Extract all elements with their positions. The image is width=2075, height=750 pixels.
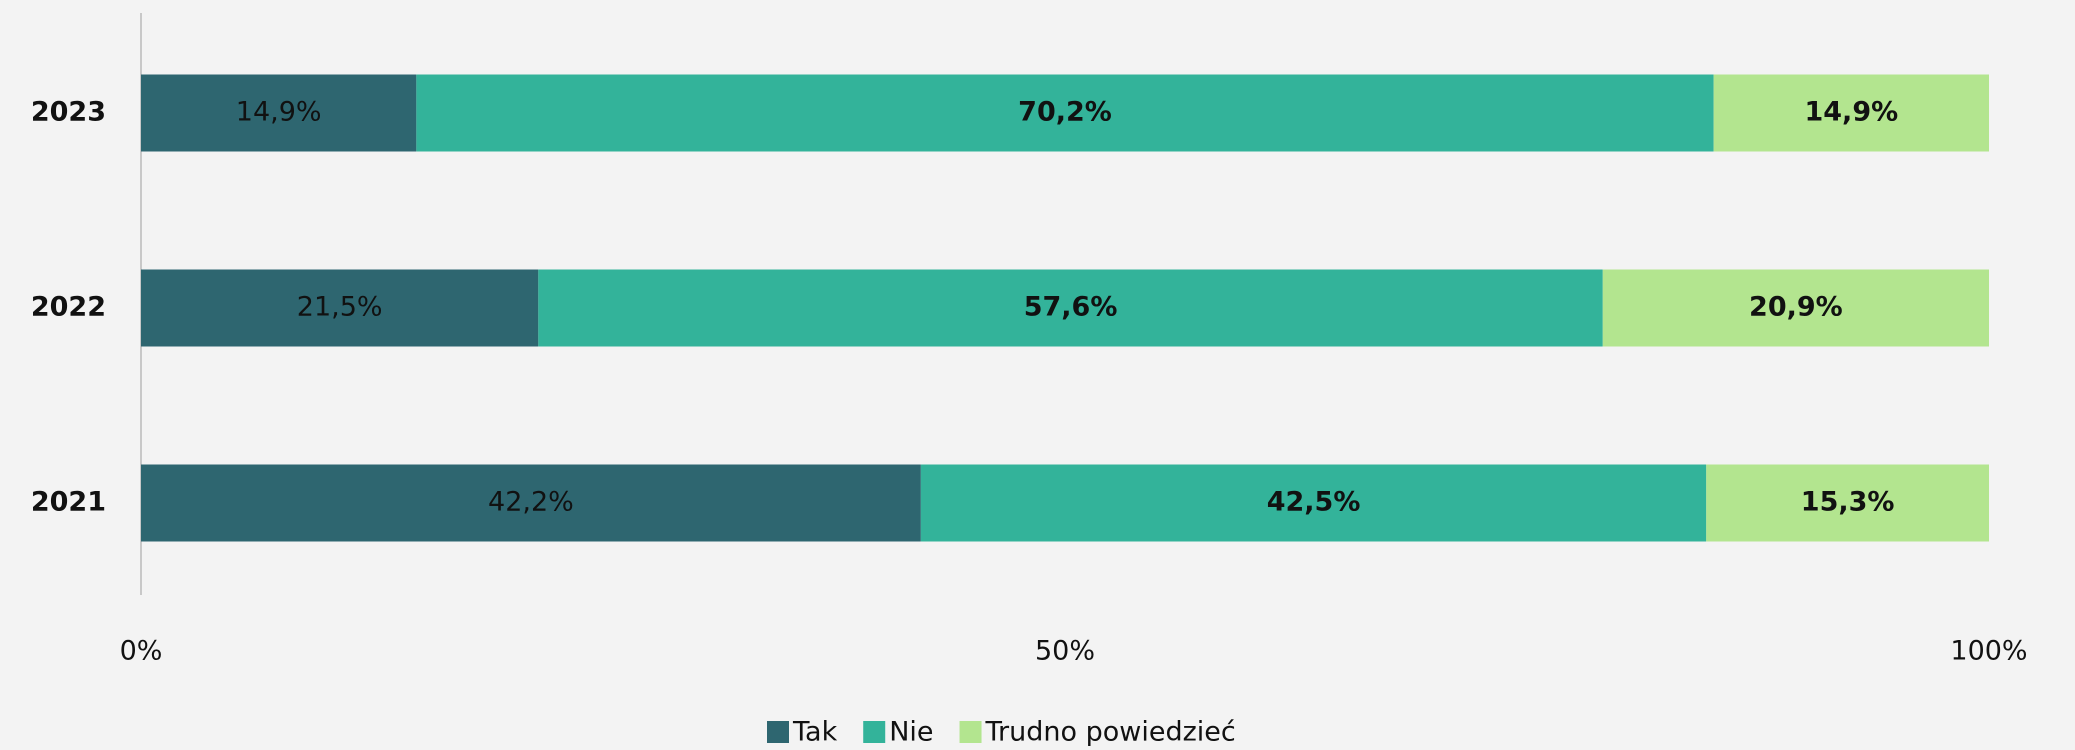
legend-swatch — [767, 721, 789, 743]
data-label: 21,5% — [297, 292, 383, 323]
legend-swatch — [959, 721, 982, 743]
legend-swatch — [863, 721, 886, 743]
data-label: 14,9% — [236, 97, 322, 128]
data-label: 20,9% — [1749, 292, 1843, 323]
data-label: 42,5% — [1267, 487, 1361, 518]
legend-label: Tak — [792, 717, 838, 748]
data-label: 70,2% — [1018, 97, 1112, 128]
legend-label: Nie — [889, 717, 933, 748]
bar-segment — [416, 74, 1714, 152]
legend-label: Trudno powiedzieć — [985, 717, 1236, 748]
category-label: 2021 — [31, 487, 106, 518]
x-tick-label: 0% — [120, 636, 163, 667]
bar-segment — [141, 464, 921, 542]
bar-segment — [1602, 269, 1989, 347]
bar-segment — [141, 269, 539, 347]
data-label: 15,3% — [1801, 487, 1895, 518]
bar-segment — [920, 464, 1707, 542]
bar-segment — [141, 74, 417, 152]
bar-segment — [538, 269, 1603, 347]
x-tick-label: 50% — [1035, 636, 1095, 667]
data-label: 14,9% — [1804, 97, 1898, 128]
x-tick-label: 100% — [1950, 636, 2027, 667]
bar-segment — [1706, 464, 1989, 542]
category-label: 2022 — [31, 292, 106, 323]
bar-segment — [1713, 74, 1989, 152]
category-label: 2023 — [31, 97, 106, 128]
data-label: 57,6% — [1024, 292, 1118, 323]
data-label: 42,2% — [488, 487, 574, 518]
